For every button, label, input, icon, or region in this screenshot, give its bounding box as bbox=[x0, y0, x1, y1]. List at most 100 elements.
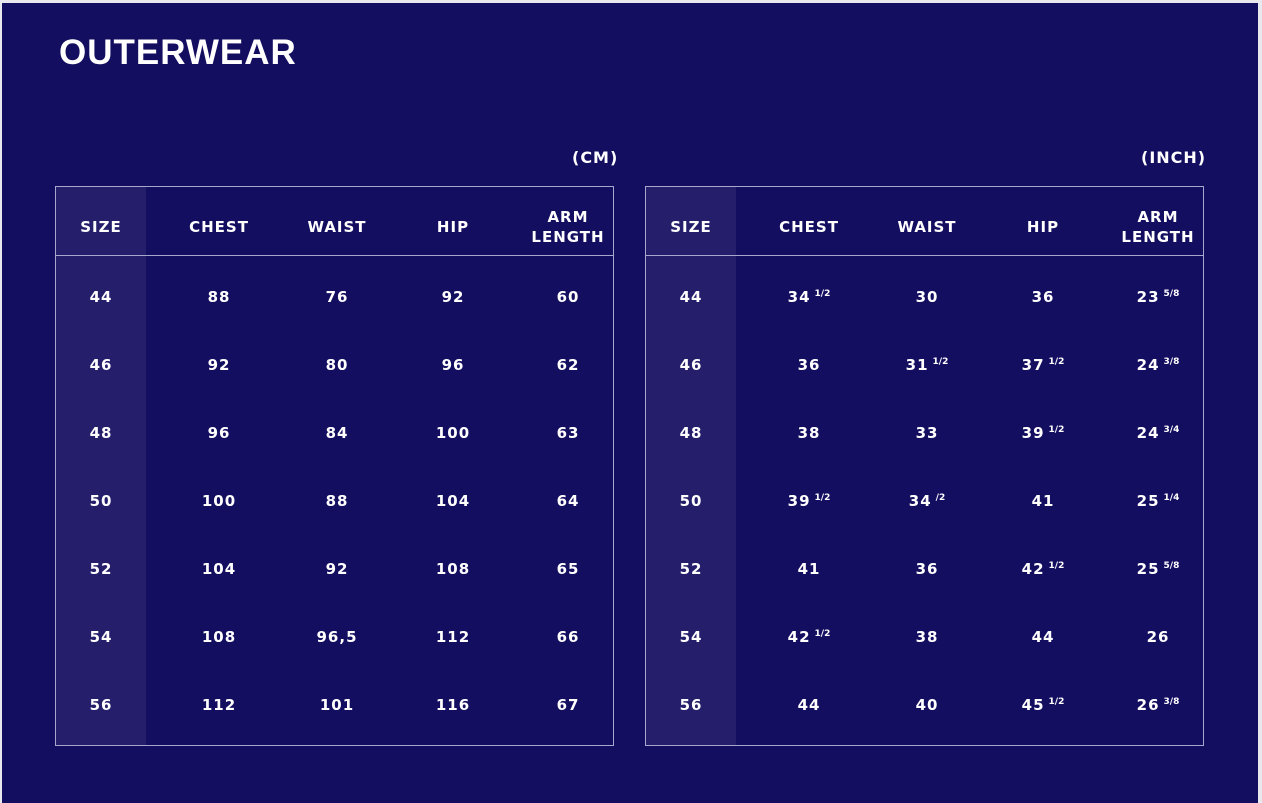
cell-waist: 34/2 bbox=[909, 491, 945, 511]
cell-value: 116 bbox=[435, 696, 471, 714]
cell-value: 44 bbox=[679, 288, 703, 306]
cell-value: 30 bbox=[915, 288, 939, 306]
cell-value: 26 bbox=[1146, 628, 1170, 646]
header-size: SIZE bbox=[80, 218, 122, 236]
unit-label-inch: (INCH) bbox=[1141, 148, 1207, 167]
cell-value: 39 bbox=[1021, 424, 1045, 442]
cell-value: 56 bbox=[89, 696, 113, 714]
cell-fraction: 1/2 bbox=[1048, 425, 1065, 435]
table-header: SIZE CHEST WAIST HIP ARM LENGTH bbox=[56, 187, 613, 256]
cell-value: 92 bbox=[325, 560, 349, 578]
cell-value: 76 bbox=[325, 288, 349, 306]
cell-fraction: 1/2 bbox=[814, 289, 831, 299]
cell-waist: 96,5 bbox=[316, 627, 357, 647]
cell-size: 50 bbox=[680, 491, 703, 511]
cell-value: 96 bbox=[441, 356, 465, 374]
cell-fraction: 3/4 bbox=[1163, 425, 1180, 435]
cell-value: 38 bbox=[915, 628, 939, 646]
cell-value: 26 bbox=[1136, 696, 1160, 714]
cell-hip: 96 bbox=[442, 355, 465, 375]
cell-value: 31 bbox=[905, 356, 929, 374]
cell-hip: 36 bbox=[1032, 287, 1055, 307]
cell-waist: 88 bbox=[326, 491, 349, 511]
cell-arm-length: 23 5/8 bbox=[1137, 287, 1180, 307]
cell-value: 100 bbox=[435, 424, 471, 442]
cell-value: 112 bbox=[435, 628, 471, 646]
cell-fraction: 3/8 bbox=[1163, 697, 1180, 707]
cell-fraction: 1/2 bbox=[814, 493, 831, 503]
cell-value: 23 bbox=[1136, 288, 1160, 306]
cell-value: 104 bbox=[435, 492, 471, 510]
cell-chest: 92 bbox=[208, 355, 231, 375]
cell-fraction: 5/8 bbox=[1163, 561, 1180, 571]
cell-value: 36 bbox=[1031, 288, 1055, 306]
cell-value: 54 bbox=[89, 628, 113, 646]
cell-value: 36 bbox=[797, 356, 821, 374]
cell-size: 46 bbox=[680, 355, 703, 375]
cell-size: 52 bbox=[90, 559, 113, 579]
cell-value: 92 bbox=[441, 288, 465, 306]
unit-label-cm: (CM) bbox=[572, 148, 619, 167]
cell-fraction: 1/2 bbox=[814, 629, 831, 639]
cell-chest: 41 bbox=[798, 559, 821, 579]
cell-waist: 30 bbox=[916, 287, 939, 307]
cell-value: 88 bbox=[207, 288, 231, 306]
cell-hip: 45 1/2 bbox=[1022, 695, 1065, 715]
cell-value: 108 bbox=[435, 560, 471, 578]
page-title: OUTERWEAR bbox=[59, 33, 297, 72]
cell-value: 60 bbox=[556, 288, 580, 306]
cell-size: 54 bbox=[90, 627, 113, 647]
cell-value: 96 bbox=[207, 424, 231, 442]
cell-hip: 39 1/2 bbox=[1022, 423, 1065, 443]
cell-value: 52 bbox=[679, 560, 703, 578]
cell-value: 50 bbox=[89, 492, 113, 510]
cell-value: 44 bbox=[1031, 628, 1055, 646]
header-waist: WAIST bbox=[307, 218, 367, 236]
cell-hip: 116 bbox=[436, 695, 470, 715]
cell-hip: 92 bbox=[442, 287, 465, 307]
header-chest: CHEST bbox=[779, 218, 839, 236]
cell-value: 54 bbox=[679, 628, 703, 646]
cell-value: 67 bbox=[556, 696, 580, 714]
header-hip: HIP bbox=[436, 218, 470, 236]
cell-size: 54 bbox=[680, 627, 703, 647]
cell-chest: 44 bbox=[798, 695, 821, 715]
header-hip: HIP bbox=[1026, 218, 1060, 236]
cell-arm-length: 62 bbox=[557, 355, 580, 375]
header-arm-length: ARM LENGTH bbox=[531, 208, 605, 246]
header-waist: WAIST bbox=[897, 218, 957, 236]
cell-waist: 36 bbox=[916, 559, 939, 579]
cell-chest: 42 1/2 bbox=[788, 627, 831, 647]
cell-fraction: 1/2 bbox=[932, 357, 949, 367]
header-chest: CHEST bbox=[189, 218, 249, 236]
cell-value: 52 bbox=[89, 560, 113, 578]
cell-hip: 42 1/2 bbox=[1022, 559, 1065, 579]
cell-value: 92 bbox=[207, 356, 231, 374]
cell-arm-length: 24 3/8 bbox=[1137, 355, 1180, 375]
cell-arm-length: 65 bbox=[557, 559, 580, 579]
cell-chest: 100 bbox=[202, 491, 236, 511]
cell-size: 46 bbox=[90, 355, 113, 375]
cell-arm-length: 26 3/8 bbox=[1137, 695, 1180, 715]
cell-hip: 108 bbox=[436, 559, 470, 579]
header-size: SIZE bbox=[670, 218, 712, 236]
cell-value: 101 bbox=[319, 696, 355, 714]
cell-hip: 44 bbox=[1032, 627, 1055, 647]
cell-fraction: 1/2 bbox=[1048, 697, 1065, 707]
cell-value: 50 bbox=[679, 492, 703, 510]
cell-chest: 108 bbox=[202, 627, 236, 647]
cell-value: 64 bbox=[556, 492, 580, 510]
cell-arm-length: 26 bbox=[1147, 627, 1170, 647]
cell-size: 52 bbox=[680, 559, 703, 579]
cell-value: 66 bbox=[556, 628, 580, 646]
cell-fraction: 5/8 bbox=[1163, 289, 1180, 299]
cell-value: 39 bbox=[787, 492, 811, 510]
cell-value: 65 bbox=[556, 560, 580, 578]
cell-value: 42 bbox=[787, 628, 811, 646]
cell-value: 24 bbox=[1136, 424, 1160, 442]
cell-chest: 36 bbox=[798, 355, 821, 375]
cell-fraction: 3/8 bbox=[1163, 357, 1180, 367]
cell-size: 48 bbox=[680, 423, 703, 443]
cell-value: 46 bbox=[89, 356, 113, 374]
cell-value: 62 bbox=[556, 356, 580, 374]
